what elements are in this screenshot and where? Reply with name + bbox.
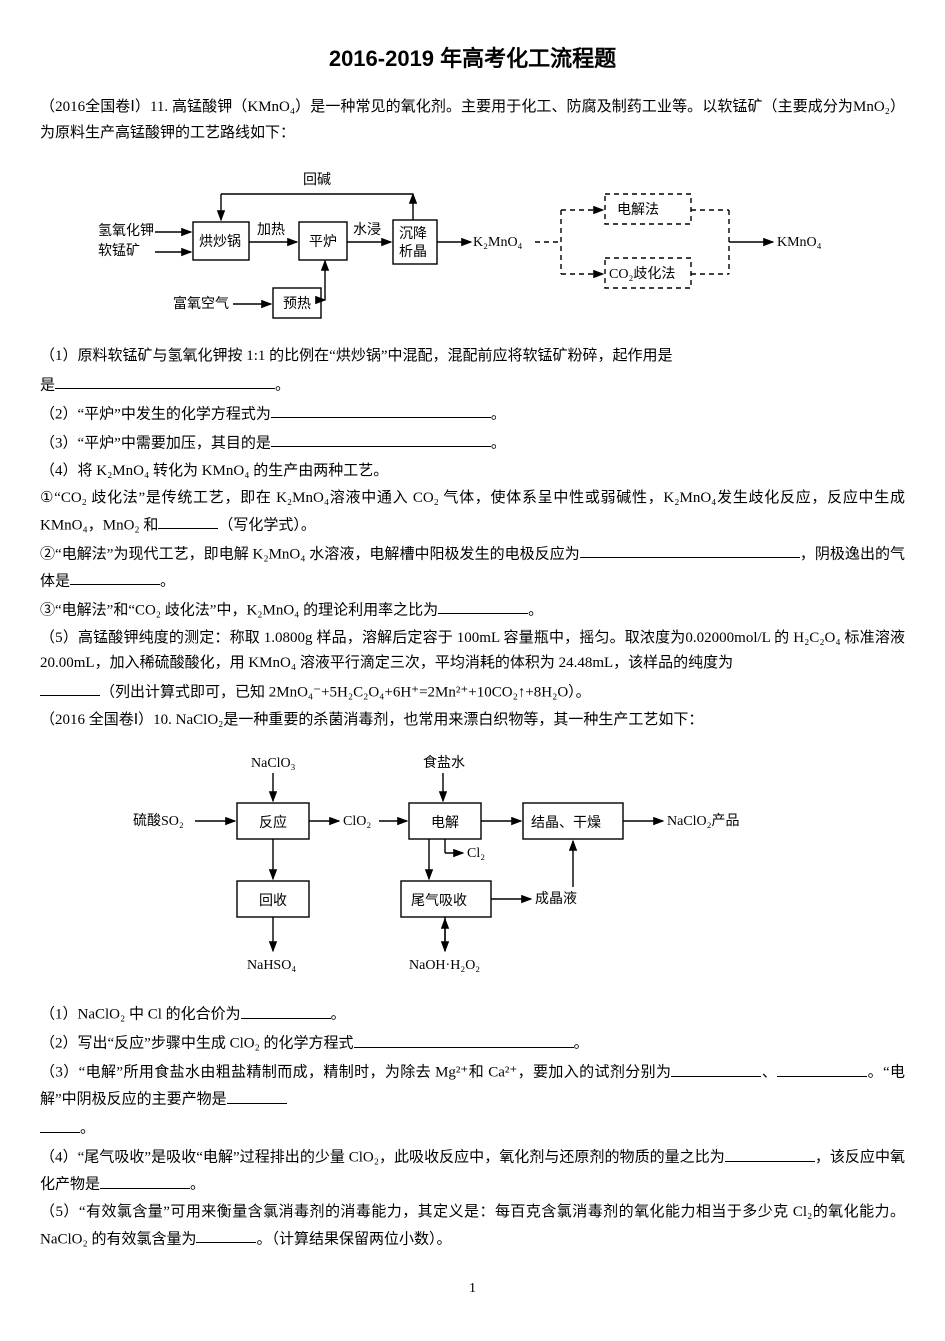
q1-box-settle2: 析晶 [399,244,427,260]
q2-cl2: Cl₂ [467,846,485,861]
q1-label-heat: 加热 [257,222,285,238]
q2-cjy: 成晶液 [535,891,577,907]
q1-p3: （3）“平炉”中需要加压，其目的是。 [40,430,905,457]
q1-p4a: ①“CO₂ 歧化法”是传统工艺，即在 K₂MnO₄溶液中通入 CO₂ 气体，使体… [40,486,905,539]
q2-in-naclo3: NaClO₃ [251,756,296,771]
q1-box-preheat: 预热 [283,296,311,312]
q1-input-ore: 软锰矿 [98,243,140,259]
q1-p2: （2）“平炉”中发生的化学方程式为。 [40,401,905,428]
q1-flow-diagram: 氢氧化钾 软锰矿 烘炒锅 加热 平炉 回碱 富氧空气 预热 水浸 沉降 析晶 K… [93,160,853,330]
q1-p1: （1）原料软锰矿与氢氧化钾按 1:1 的比例在“烘炒锅”中混配，混配前应将软锰矿… [40,344,905,370]
q1-box-settle1: 沉降 [399,226,427,242]
q1-header: （2016全国卷Ⅰ）11. 高锰酸钾（KMnO₄）是一种常见的氧化剂。主要用于化… [40,95,905,146]
q2-box-recycle: 回收 [259,893,287,909]
q1-p1-blank: 是。 [40,372,905,399]
q2-naohh2o2: NaOH·H₂O₂ [409,958,480,973]
q2-out: NaClO₂产品 [667,813,740,829]
q2-p1: （1）NaClO₂ 中 Cl 的化合价为。 [40,1001,905,1028]
q2-clo2: ClO₂ [343,814,371,829]
q1-box-co2: CO₂歧化法 [609,266,675,282]
q1-box-stirfry: 烘炒锅 [199,234,241,250]
q2-p3a: （3）“电解”所用食盐水由粗盐精制而成，精制时，为除去 Mg²⁺和 Ca²⁺，要… [40,1059,905,1113]
q1-out-kmno4: KMnO₄ [777,235,822,250]
q2-box-react: 反应 [259,814,287,831]
q2-nahso4: NaHSO₄ [247,958,296,973]
q1-label-soak: 水浸 [353,222,381,238]
page-title: 2016-2019 年高考化工流程题 [40,40,905,77]
q1-p5b: （列出计算式即可，已知 2MnO₄⁻+5H₂C₂O₄+6H⁺=2Mn²⁺+10C… [40,679,905,706]
q1-p4: （4）将 K₂MnO₄ 转化为 KMnO₄ 的生产由两种工艺。 [40,459,905,485]
q1-box-electrolysis: 电解法 [617,202,659,218]
q2-box-elec: 电解 [431,815,459,831]
q2-box-cryst: 结晶、干燥 [531,815,601,831]
q1-input-o2air: 富氧空气 [173,295,229,312]
q2-in-brine: 食盐水 [423,754,465,771]
q1-p4b: ②“电解法”为现代工艺，即电解 K₂MnO₄ 水溶液，电解槽中阳极发生的电极反应… [40,541,905,595]
q2-in-so2: 硫酸SO₂ [133,813,184,829]
q2-flow-diagram: NaClO₃ 食盐水 硫酸SO₂ 反应 ClO₂ 电解 Cl₂ 结晶、干燥 Na… [123,747,823,987]
q1-input-koh: 氢氧化钾 [98,223,154,239]
q1-p4c: ③“电解法”和“CO₂ 歧化法”中，K₂MnO₄ 的理论利用率之比为。 [40,597,905,624]
q2-p2: （2）写出“反应”步骤中生成 ClO₂ 的化学方程式。 [40,1030,905,1057]
q1-label-return: 回碱 [303,172,331,188]
page-number: 1 [40,1277,905,1301]
q2-p3line: 。 [40,1115,905,1142]
q2-p4: （4）“尾气吸收”是吸收“电解”过程排出的少量 ClO₂，此吸收反应中，氧化剂与… [40,1144,905,1198]
q2-p5: （5）“有效氯含量”可用来衡量含氯消毒剂的消毒能力，其定义是：每百克含氯消毒剂的… [40,1200,905,1253]
q2-header: （2016 全国卷Ⅰ）10. NaClO₂是一种重要的杀菌消毒剂，也常用来漂白织… [40,708,905,734]
q1-p5a: （5）高锰酸钾纯度的测定：称取 1.0800g 样品，溶解后定容于 100mL … [40,626,905,677]
q1-box-furnace: 平炉 [309,234,337,250]
q1-mid-k2mno4: K₂MnO₄ [473,235,523,250]
q2-box-tailgas: 尾气吸收 [411,893,467,909]
